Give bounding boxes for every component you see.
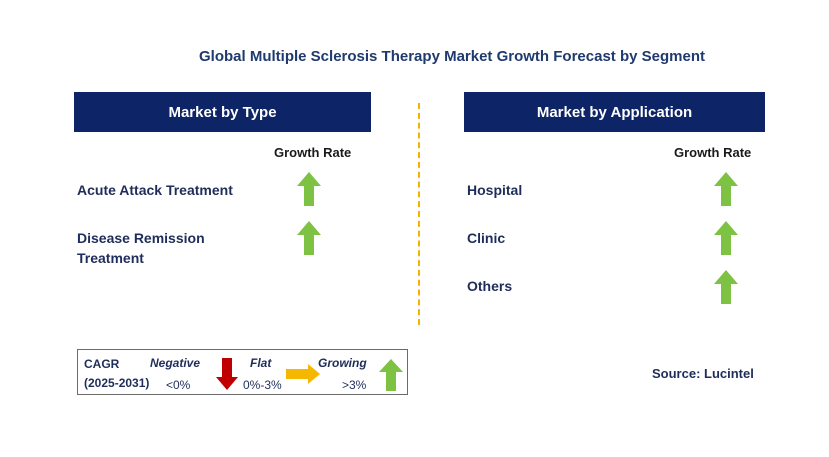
green-up-arrow-icon (379, 359, 403, 391)
legend-flat-range: 0%-3% (243, 378, 282, 392)
row-label-line1: Disease Remission (77, 230, 205, 246)
legend-growing-label: Growing (318, 356, 367, 370)
application-row-clinic: Clinic (467, 230, 506, 246)
row-label: Acute Attack Treatment (77, 182, 233, 198)
market-by-application-header: Market by Application (464, 92, 765, 132)
cagr-legend: CAGR (2025-2031) Negative <0% Flat 0%-3%… (77, 349, 408, 395)
panel-divider (418, 103, 420, 325)
green-up-arrow-icon (714, 270, 738, 304)
green-up-arrow-icon (297, 172, 321, 206)
market-by-type-header: Market by Type (74, 92, 371, 132)
legend-negative-range: <0% (166, 378, 191, 392)
green-up-arrow-icon (714, 172, 738, 206)
legend-growing-range: >3% (342, 378, 367, 392)
green-up-arrow-icon (714, 221, 738, 255)
red-down-arrow-icon (216, 358, 238, 390)
legend-negative-label: Negative (150, 356, 201, 370)
type-row-acute-attack-treatment: Acute Attack Treatment (77, 180, 233, 200)
application-growth-rate-label: Growth Rate (674, 145, 752, 160)
yellow-right-arrow-icon (286, 364, 320, 384)
type-row-disease-remission-treatment: Disease Remission Treatment (77, 228, 205, 268)
green-up-arrow-icon (297, 221, 321, 255)
legend-period: (2025-2031) (84, 376, 150, 390)
page-title: Global Multiple Sclerosis Therapy Market… (199, 48, 705, 65)
application-row-others: Others (467, 278, 513, 294)
type-growth-rate-label: Growth Rate (274, 145, 352, 160)
source-note: Source: Lucintel (652, 366, 754, 381)
legend-cagr-label: CAGR (84, 357, 120, 371)
application-row-hospital: Hospital (467, 182, 523, 198)
row-label-line2: Treatment (77, 250, 144, 266)
legend-flat-label: Flat (250, 356, 272, 370)
